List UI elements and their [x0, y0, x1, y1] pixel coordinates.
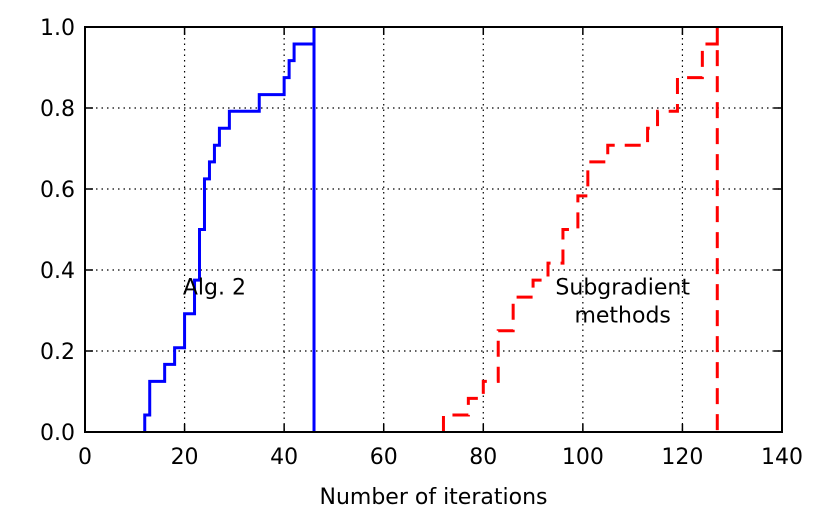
- x-tick-label: 60: [370, 445, 398, 470]
- series-line-0: [143, 27, 316, 432]
- y-tick-label: 0.6: [40, 178, 75, 203]
- y-tick-label: 0.2: [40, 340, 75, 365]
- labels: 0 20 40 60 80 100 120 140 0.0 0.2 0.4 0.6 0.8 1.0 Numb…: [40, 16, 803, 510]
- x-tick-label: 0: [78, 445, 92, 470]
- x-tick-label: 40: [270, 445, 298, 470]
- x-tick-label: 120: [661, 445, 703, 470]
- y-tick-label: 0.4: [40, 259, 75, 284]
- annotation-1: Subgradient methods: [555, 275, 690, 328]
- ticks: [84, 26, 783, 433]
- y-tick-label: 1.0: [40, 16, 75, 41]
- y-tick-label: 0.0: [40, 421, 75, 446]
- x-tick-label: 20: [171, 445, 199, 470]
- annotation-0: Alg. 2: [183, 275, 246, 300]
- x-tick-label: 100: [562, 445, 604, 470]
- series-line-1: [441, 27, 719, 432]
- x-tick-label: 80: [469, 445, 497, 470]
- y-tick-label: 0.8: [40, 97, 75, 122]
- x-axis-label: Number of iterations: [320, 485, 548, 510]
- plot-frame: [84, 26, 783, 433]
- x-tick-label: 140: [761, 445, 803, 470]
- series-group: [143, 27, 719, 432]
